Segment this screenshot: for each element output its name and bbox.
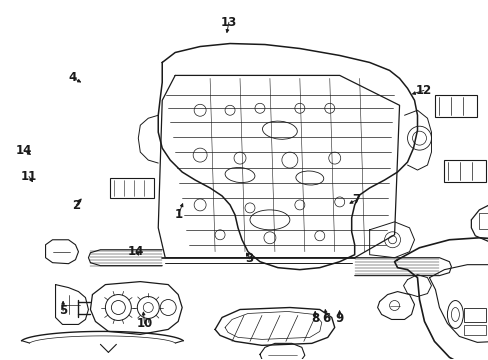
Bar <box>435 95 476 117</box>
Text: 10: 10 <box>136 317 152 330</box>
Text: 5: 5 <box>59 305 67 318</box>
Text: 13: 13 <box>220 16 237 29</box>
Text: 3: 3 <box>245 252 253 265</box>
Text: 8: 8 <box>310 311 319 325</box>
Bar <box>464 307 486 323</box>
Text: 14: 14 <box>16 144 32 157</box>
Text: 11: 11 <box>21 170 37 183</box>
Bar <box>444 160 486 182</box>
Text: 14: 14 <box>128 244 144 257</box>
Text: 4: 4 <box>69 71 77 84</box>
Bar <box>478 213 488 229</box>
Text: 7: 7 <box>352 193 360 206</box>
Bar <box>464 325 486 336</box>
Text: 6: 6 <box>322 311 330 325</box>
Text: 9: 9 <box>335 311 343 325</box>
Bar <box>110 178 154 198</box>
Text: 12: 12 <box>415 84 431 97</box>
Text: 2: 2 <box>72 199 80 212</box>
Text: 1: 1 <box>174 208 183 221</box>
